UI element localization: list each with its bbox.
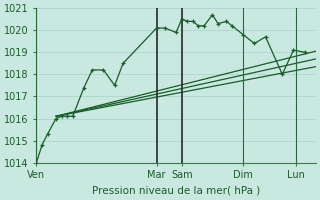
X-axis label: Pression niveau de la mer( hPa ): Pression niveau de la mer( hPa ) — [92, 186, 260, 196]
